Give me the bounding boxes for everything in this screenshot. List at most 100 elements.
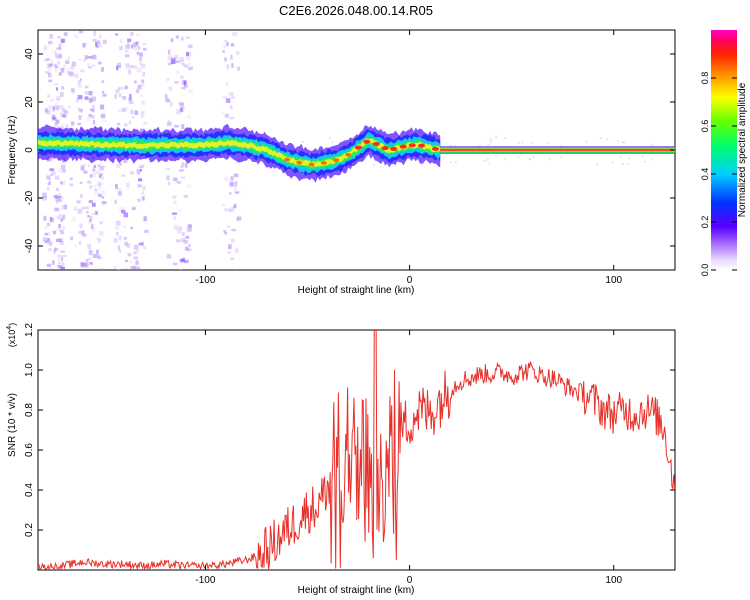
spectrogram-noise-cell bbox=[230, 105, 233, 110]
spectrogram-noise-cell bbox=[51, 170, 56, 176]
spectrogram-ytick-label: -20 bbox=[24, 190, 35, 205]
spectrogram-noise-cell bbox=[117, 245, 121, 250]
spectrogram-noise-cell bbox=[177, 229, 182, 234]
spectrogram-noise-cell bbox=[77, 208, 83, 214]
spectrogram-noise-cell bbox=[179, 108, 184, 113]
snr-ytick-label: 1.0 bbox=[24, 363, 35, 377]
spectrogram-noise-cell bbox=[489, 140, 492, 143]
spectrogram-noise-cell bbox=[117, 109, 121, 112]
spectrogram-noise-cell bbox=[137, 172, 140, 175]
spectrogram-noise-cell bbox=[180, 107, 183, 112]
spectrogram-noise-cell bbox=[232, 32, 238, 37]
spectrogram-noise-cell bbox=[62, 169, 66, 173]
spectrogram-noise-cell bbox=[88, 250, 93, 255]
spectrogram-noise-cell bbox=[48, 156, 52, 162]
spectrogram-noise-cell bbox=[181, 36, 184, 41]
spectrogram-noise-cell bbox=[222, 203, 225, 207]
spectrogram-noise-cell bbox=[97, 255, 101, 259]
spectrogram-peak bbox=[418, 143, 426, 148]
spectrogram-noise-cell bbox=[95, 170, 99, 175]
spectrogram-noise-cell bbox=[131, 43, 136, 48]
spectrogram-noise-cell bbox=[55, 105, 60, 111]
spectrogram-noise-cell bbox=[92, 39, 97, 42]
spectrogram-noise-cell bbox=[60, 68, 65, 73]
spectrogram-noise-cell bbox=[55, 120, 59, 125]
spectrogram-noise-cell bbox=[89, 174, 93, 178]
spectrogram-noise-cell bbox=[129, 171, 134, 175]
spectrogram-noise-cell bbox=[421, 162, 424, 165]
spectrogram-noise-cell bbox=[89, 108, 94, 111]
spectrogram-noise-cell bbox=[61, 86, 65, 90]
spectrogram-noise-cell bbox=[181, 237, 186, 243]
spectrogram-noise-cell bbox=[183, 80, 187, 86]
spectrogram-noise-cell bbox=[87, 257, 91, 261]
spectrogram-noise-cell bbox=[131, 267, 137, 270]
spectrogram-noise-cell bbox=[234, 181, 238, 187]
spectrogram-noise-cell bbox=[143, 121, 148, 125]
spectrogram-noise-cell bbox=[256, 163, 259, 166]
spectrogram-noise-cell bbox=[221, 111, 224, 115]
spectrogram-noise-cell bbox=[89, 185, 93, 189]
spectrogram-noise-cell bbox=[47, 72, 52, 78]
spectrogram-noise-cell bbox=[229, 117, 235, 120]
spectrogram-noise-cell bbox=[91, 104, 95, 108]
spectrogram-noise-cell bbox=[181, 176, 185, 179]
spectrogram-noise-cell bbox=[134, 80, 137, 84]
spectrogram-noise-cell bbox=[124, 49, 129, 53]
snr-xlabel: Height of straight line (km) bbox=[298, 585, 415, 596]
spectrogram-noise-cell bbox=[73, 73, 79, 78]
spectrogram-noise-cell bbox=[94, 184, 97, 189]
spectrogram-noise-cell bbox=[124, 122, 127, 127]
spectrogram-xtick-label: 0 bbox=[407, 275, 413, 286]
spectrogram-noise-cell bbox=[47, 187, 50, 191]
spectrogram-noise-cell bbox=[81, 163, 87, 166]
spectrogram-noise-cell bbox=[98, 184, 102, 190]
spectrogram-noise-cell bbox=[101, 80, 105, 83]
spectrogram-noise-cell bbox=[96, 237, 101, 241]
spectrogram-noise-cell bbox=[57, 265, 62, 268]
spectrogram-noise-cell bbox=[98, 238, 101, 243]
spectrogram-noise-cell bbox=[43, 237, 48, 242]
spectrogram-noise-cell bbox=[116, 163, 121, 169]
spectrogram-noise-cell bbox=[412, 158, 415, 161]
spectrogram-noise-cell bbox=[50, 217, 55, 223]
spectrogram-noise-cell bbox=[49, 173, 54, 176]
spectrogram-noise-cell bbox=[130, 65, 134, 69]
spectrogram-noise-cell bbox=[97, 257, 102, 260]
spectrogram-noise-cell bbox=[123, 267, 128, 270]
spectrogram-noise-cell bbox=[91, 54, 97, 60]
spectrogram-noise-cell bbox=[230, 176, 234, 181]
spectrogram-noise-cell bbox=[56, 119, 60, 123]
spectrogram-noise-cell bbox=[60, 205, 64, 210]
spectrogram-noise-cell bbox=[54, 122, 59, 127]
spectrogram-noise-cell bbox=[102, 93, 107, 97]
spectrogram-noise-cell bbox=[50, 98, 54, 102]
spectrogram-noise-cell bbox=[59, 72, 62, 75]
spectrogram-noise-cell bbox=[136, 67, 142, 73]
spectrogram-noise-cell bbox=[174, 54, 179, 59]
spectrogram-noise-cell bbox=[176, 239, 181, 243]
spectrogram-noise-cell bbox=[596, 163, 599, 166]
spectrogram-noise-cell bbox=[46, 222, 51, 227]
spectrogram-noise-cell bbox=[170, 39, 173, 42]
spectrogram-noise-cell bbox=[172, 212, 177, 215]
spectrogram-noise-cell bbox=[60, 164, 66, 170]
spectrogram-noise-cell bbox=[230, 96, 235, 99]
spectrogram-noise-cell bbox=[87, 56, 93, 59]
spectrogram-noise-cell bbox=[54, 246, 57, 251]
spectrogram-noise-cell bbox=[226, 64, 230, 70]
spectrogram-noise-cell bbox=[140, 111, 145, 115]
spectrogram-noise-cell bbox=[53, 249, 56, 254]
spectrogram-noise-cell bbox=[77, 82, 81, 85]
spectrogram-noise-cell bbox=[116, 188, 122, 191]
spectrogram-noise-cell bbox=[126, 185, 129, 189]
spectrogram-noise-cell bbox=[125, 54, 130, 58]
spectrogram-noise-cell bbox=[87, 180, 92, 184]
spectrogram-noise-cell bbox=[230, 257, 235, 260]
spectrogram-noise-cell bbox=[79, 69, 85, 73]
spectrogram-noise-cell bbox=[133, 256, 139, 260]
spectrogram-noise-cell bbox=[626, 162, 629, 165]
spectrogram-noise-cell bbox=[228, 92, 234, 96]
spectrogram-noise-cell bbox=[121, 209, 126, 214]
spectrogram-noise-cell bbox=[60, 230, 64, 234]
